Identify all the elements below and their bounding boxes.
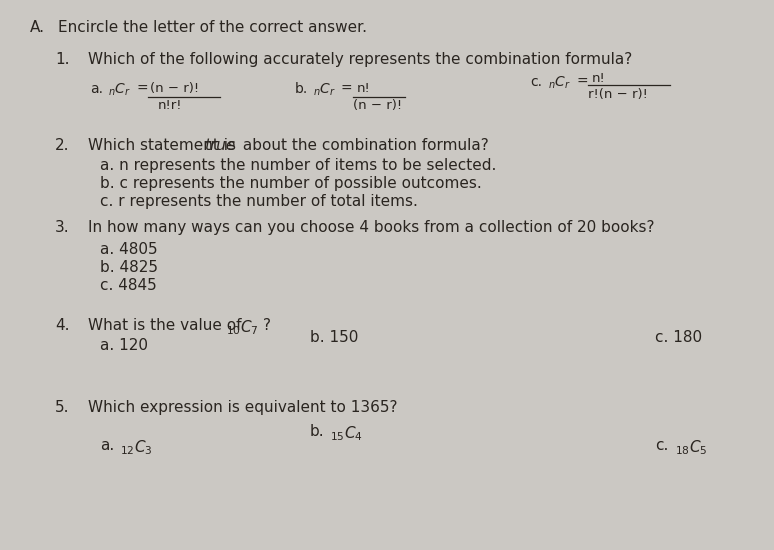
Text: b.: b. [295,82,308,96]
Text: n!r!: n!r! [158,99,183,112]
Text: (n − r)!: (n − r)! [150,82,199,95]
Text: $_{18}C_{5}$: $_{18}C_{5}$ [675,438,707,456]
Text: r!(n − r)!: r!(n − r)! [588,88,648,101]
Text: $_{n}C_{r}$: $_{n}C_{r}$ [313,82,336,98]
Text: $_{n}C_{r}$: $_{n}C_{r}$ [108,82,131,98]
Text: c. 4845: c. 4845 [100,278,157,293]
Text: =: = [576,75,587,89]
Text: 5.: 5. [55,400,70,415]
Text: 2.: 2. [55,138,70,153]
Text: a.: a. [90,82,103,96]
Text: a. 120: a. 120 [100,338,148,353]
Text: In how many ways can you choose 4 books from a collection of 20 books?: In how many ways can you choose 4 books … [88,220,655,235]
Text: c. r represents the number of total items.: c. r represents the number of total item… [100,194,418,209]
Text: b.: b. [310,424,324,439]
Text: What is the value of: What is the value of [88,318,246,333]
Text: c.: c. [530,75,542,89]
Text: n!: n! [357,82,371,95]
Text: A.: A. [30,20,45,35]
Text: a. n represents the number of items to be selected.: a. n represents the number of items to b… [100,158,496,173]
Text: =: = [341,82,353,96]
Text: 1.: 1. [55,52,70,67]
Text: $_{n}C_{r}$: $_{n}C_{r}$ [548,75,571,91]
Text: (n − r)!: (n − r)! [353,99,402,112]
Text: 4.: 4. [55,318,70,333]
Text: b. c represents the number of possible outcomes.: b. c represents the number of possible o… [100,176,481,191]
Text: ?: ? [263,318,271,333]
Text: n!: n! [592,72,606,85]
Text: 3.: 3. [55,220,70,235]
Text: $_{15}C_{4}$: $_{15}C_{4}$ [330,424,363,443]
Text: Which statement is: Which statement is [88,138,241,153]
Text: b. 4825: b. 4825 [100,260,158,275]
Text: c.: c. [655,438,669,453]
Text: Which of the following accurately represents the combination formula?: Which of the following accurately repres… [88,52,632,67]
Text: b. 150: b. 150 [310,330,358,345]
Text: a. 4805: a. 4805 [100,242,158,257]
Text: about the combination formula?: about the combination formula? [238,138,488,153]
Text: a.: a. [100,438,115,453]
Text: Which expression is equivalent to 1365?: Which expression is equivalent to 1365? [88,400,398,415]
Text: =: = [136,82,148,96]
Text: $_{10}C_{7}$: $_{10}C_{7}$ [226,318,259,337]
Text: $_{12}C_{3}$: $_{12}C_{3}$ [120,438,152,456]
Text: c. 180: c. 180 [655,330,702,345]
Text: true: true [204,138,235,153]
Text: Encircle the letter of the correct answer.: Encircle the letter of the correct answe… [58,20,367,35]
